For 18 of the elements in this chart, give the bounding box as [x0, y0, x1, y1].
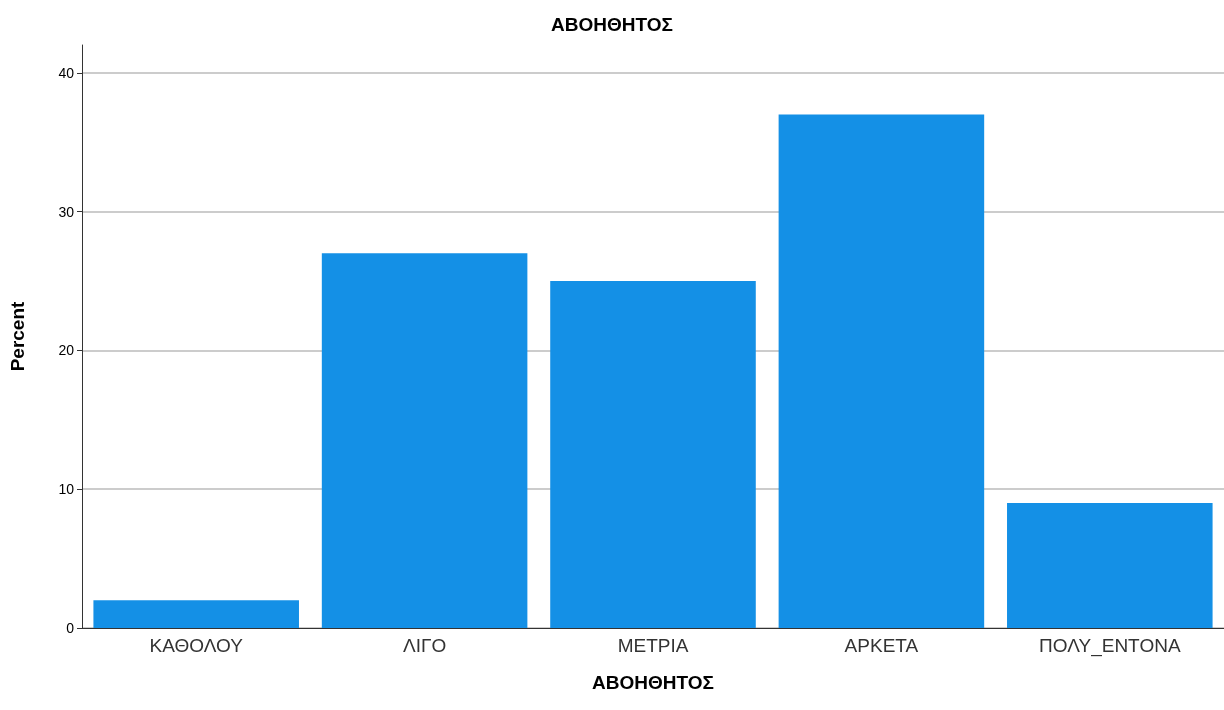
x-tick-label: ΛΙΓΟ [402, 635, 447, 656]
chart-title: ΑΒΟΗΘΗΤΟΣ [551, 14, 673, 35]
x-tick-label: ΑΡΚΕΤΑ [844, 635, 919, 656]
y-tick-label: 0 [66, 620, 75, 636]
x-tick-label: ΜΕΤΡΙΑ [617, 635, 689, 656]
bar [778, 114, 985, 628]
bar [321, 253, 528, 628]
y-tick-label: 10 [58, 481, 75, 498]
x-tick-label: ΠΟΛΥ_ΕΝΤΟΝΑ [1039, 635, 1181, 657]
x-tick-label: ΚΑΘΟΛΟΥ [149, 635, 244, 656]
y-tick-label: 30 [58, 203, 75, 220]
bar [93, 600, 299, 628]
y-tick-label: 40 [58, 64, 75, 81]
y-tick-label: 20 [58, 342, 75, 359]
y-axis-title: Percent [7, 300, 28, 372]
x-axis-title: ΑΒΟΗΘΗΤΟΣ [592, 672, 714, 693]
bar [1007, 503, 1213, 628]
bar [550, 280, 756, 628]
